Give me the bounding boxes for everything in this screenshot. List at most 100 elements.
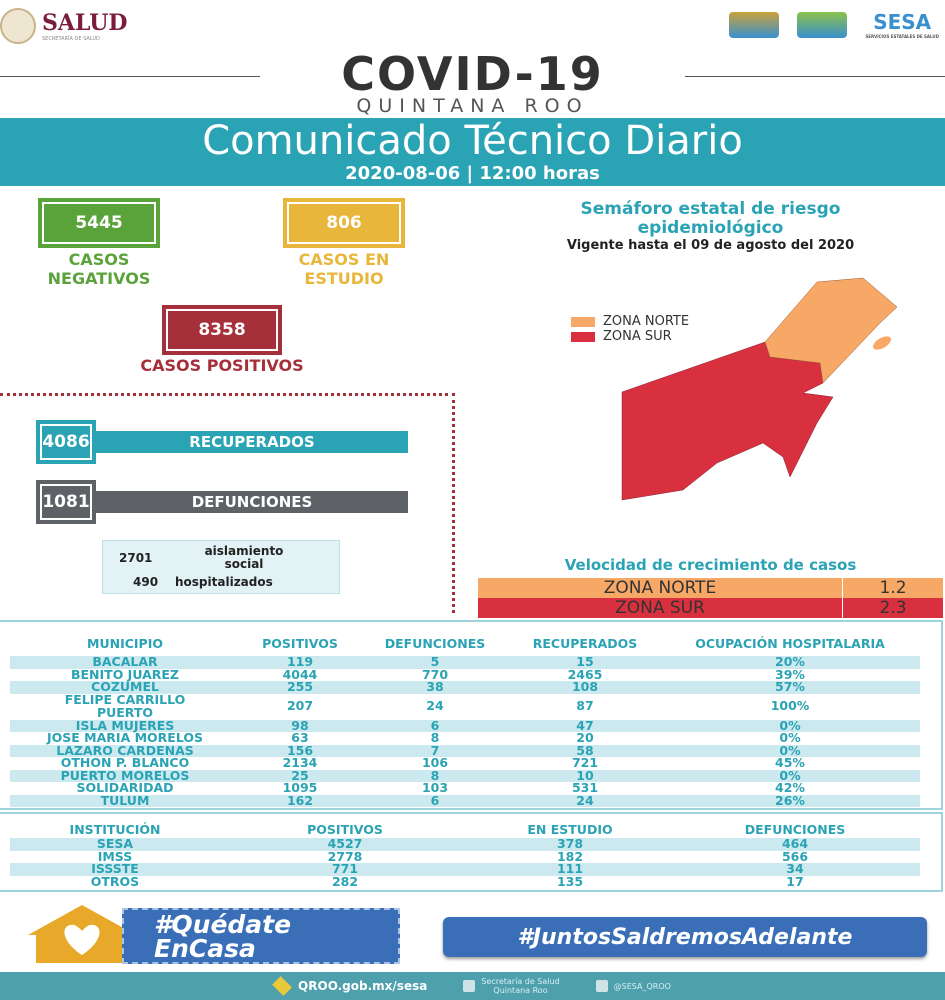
table-cell: 25 <box>240 769 360 782</box>
banner: Comunicado Técnico Diario 2020-08-06 | 1… <box>0 118 945 186</box>
table-row: SOLIDARIDAD 1095 103 531 42% <box>10 780 920 795</box>
negativos-label: CASOS NEGATIVOS <box>47 250 151 288</box>
table-cell: 6 <box>360 719 510 732</box>
table-cell: 8 <box>360 769 510 782</box>
table-cell: 103 <box>421 780 449 795</box>
table-cell: 20% <box>660 655 920 669</box>
table-row: COZUMEL 255 38 108 57% <box>10 680 920 694</box>
table-cell: LAZARO CARDENAS <box>10 744 240 757</box>
table-cell: 39% <box>775 666 805 682</box>
table-cell: 0% <box>660 719 920 732</box>
mexico-seal-icon <box>0 8 36 44</box>
table-cell: 24 <box>426 698 444 714</box>
table-row: FELIPE CARRILLO PUERTO 207 24 87 100% <box>10 692 920 720</box>
footer-web[interactable]: QROO.gob.mx/sesa <box>272 976 427 996</box>
footer-facebook[interactable]: Secretaría de Salud Quintana Roo <box>463 977 560 995</box>
table-row: LAZARO CARDENAS 156 7 58 0% <box>10 744 920 757</box>
table-row: BENITO JUAREZ 4044 770 2465 39% <box>10 666 920 682</box>
table-cell: 8 <box>430 730 440 745</box>
juntos-saldremos-badge: #JuntosSaldremosAdelante <box>443 917 927 957</box>
municipios-panel: MUNICIPIO POSITIVOS DEFUNCIONES RECUPERADOS… <box>0 620 943 810</box>
table-cell: 20 <box>576 730 594 745</box>
table-cell: 182 <box>556 848 584 864</box>
velocidad-row-sur: ZONA SUR 2.3 <box>478 598 943 618</box>
facebook-icon <box>463 980 476 992</box>
table-row: ISLA MUJERES 98 6 47 0% <box>10 719 920 732</box>
table-cell: OTROS <box>90 873 140 889</box>
footer-twitter[interactable]: @SESA_QROO <box>595 980 671 992</box>
covid-title: COVID-19 QUINTANA ROO <box>0 51 945 116</box>
quintana-roo-logo <box>729 11 780 38</box>
table-cell: 282 <box>331 873 359 889</box>
divider <box>0 76 260 77</box>
table-row: JOSE MARIA MORELOS 63 8 20 0% <box>10 730 920 745</box>
negativos-box: 5445 <box>38 198 160 248</box>
table-cell: 162 <box>240 794 360 807</box>
table-cell: 24 <box>510 794 660 807</box>
table-row: OTHON P. BLANCO 2134 106 721 45% <box>10 755 920 770</box>
table-cell: 58 <box>510 744 660 757</box>
table-cell: 108 <box>510 680 660 694</box>
table-cell: 156 <box>240 744 360 757</box>
qroo-logo-icon <box>272 976 292 996</box>
table-cell: 47 <box>510 719 660 732</box>
velocidad-table: Velocidad de crecimiento de casos ZONA N… <box>478 556 943 618</box>
table-cell: 721 <box>571 755 599 770</box>
table-cell: ISLA MUJERES <box>10 719 240 732</box>
table-cell: OTHON P. BLANCO <box>60 755 190 770</box>
table-cell: 100% <box>770 698 810 714</box>
map-legend: ZONA NORTE ZONA SUR <box>571 314 689 344</box>
table-cell: 4044 <box>282 666 318 682</box>
table-row: TULUM 162 6 24 26% <box>10 794 920 807</box>
table-cell: 10 <box>510 769 660 782</box>
table-cell: SOLIDARIDAD <box>76 780 174 795</box>
estudio-box: 806 <box>283 198 405 248</box>
table-cell: 42% <box>775 780 805 795</box>
semaforo-vigente: Vigente hasta el 09 de agosto del 2020 <box>566 238 855 253</box>
aislamiento-box: 2701 aislamiento social 490 hospitalizado… <box>102 540 340 594</box>
table-cell: 2134 <box>282 755 318 770</box>
table-row: ISSSTE 771 111 34 <box>10 862 920 876</box>
table-cell: 531 <box>571 780 599 795</box>
table-cell: 26% <box>660 794 920 807</box>
table-cell: 7 <box>360 744 510 757</box>
defunciones-bar: 1081 DEFUNCIONES <box>36 480 408 524</box>
quedate-en-casa-badge: #Quédate EnCasa <box>122 908 400 964</box>
municipios-table: MUNICIPIO POSITIVOS DEFUNCIONES RECUPERADOS… <box>10 632 920 807</box>
table-cell: 63 <box>291 730 309 745</box>
partner-logos: SESA SERVICIOS ESTATALES DE SALUD <box>729 10 939 39</box>
table-cell: SESA <box>10 837 220 851</box>
table-cell: 111 <box>470 862 670 876</box>
table-cell: 6 <box>360 794 510 807</box>
positivos-box: 8358 <box>162 305 282 355</box>
table-cell: 2778 <box>327 848 363 864</box>
table-cell: ISSSTE <box>10 862 220 876</box>
table-cell: FELIPE CARRILLO PUERTO <box>64 692 186 720</box>
house-heart-icon <box>28 905 136 963</box>
table-cell: 98 <box>240 719 360 732</box>
table-cell: 17 <box>786 873 804 889</box>
legend-swatch-sur <box>571 331 595 342</box>
table-cell: 45% <box>775 755 805 770</box>
legend-swatch-norte <box>571 316 595 327</box>
recuperados-bar: 4086 RECUPERADOS <box>36 420 408 464</box>
sesa-logo: SESA SERVICIOS ESTATALES DE SALUD <box>865 10 939 39</box>
tree-logo <box>797 11 848 38</box>
table-row: IMSS 2778 182 566 <box>10 848 920 864</box>
table-cell: 771 <box>220 862 470 876</box>
dotted-connector <box>0 393 455 613</box>
table-cell: 0% <box>779 730 801 745</box>
table-row: BACALAR 119 5 15 20% <box>10 655 920 669</box>
table-cell: IMSS <box>97 848 133 864</box>
table-cell: 87 <box>576 698 594 714</box>
table-cell: BENITO JUAREZ <box>70 666 179 682</box>
table-cell: 378 <box>470 837 670 851</box>
cozumel-island <box>872 336 892 350</box>
table-cell: 207 <box>286 698 314 714</box>
table-row: PUERTO MORELOS 25 8 10 0% <box>10 769 920 782</box>
table-cell: 135 <box>556 873 584 889</box>
footer: QROO.gob.mx/sesa Secretaría de Salud Quin… <box>0 972 945 1000</box>
table-cell: 4527 <box>220 837 470 851</box>
semaforo-title: Semáforo estatal de riesgo epidemiológico <box>580 199 841 238</box>
table-cell: 119 <box>240 655 360 669</box>
